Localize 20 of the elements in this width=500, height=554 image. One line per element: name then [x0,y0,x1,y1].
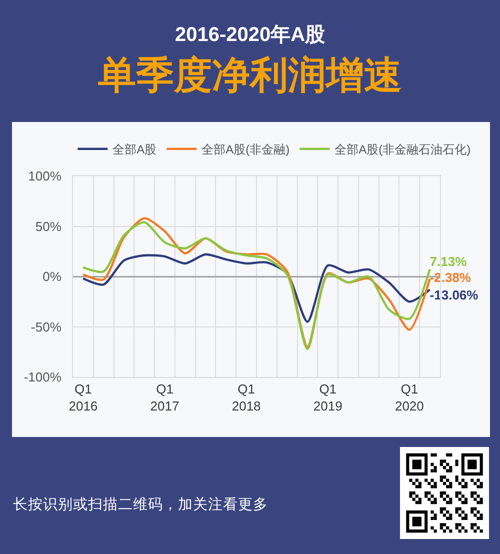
legend-label: 全部A股 [112,142,157,157]
data-label: -13.06% [430,287,479,302]
y-tick-label: 100% [28,168,62,184]
data-label: -2.38% [430,270,472,286]
x-tick-label: Q1 2020 [394,382,424,414]
data-label: 7.13% [430,254,468,270]
x-tick-label: Q1 2017 [150,382,180,414]
x-tick-label: Q1 2019 [313,382,342,414]
chart-subtitle: 单季度净利润增速 [97,54,403,98]
x-tick-label: Q1 2018 [232,382,261,414]
text: 长按识别或扫描二维码，加关注看更多 [13,496,268,515]
y-tick-label: -50% [31,319,62,334]
y-tick-label: 0% [42,269,62,284]
line-series [82,253,431,323]
legend-label: 全部A股(非金融石油石化) [334,142,471,157]
chart-title: 2016-2020年A股 [174,23,326,48]
y-tick-label: -100% [24,370,62,385]
legend-label: 全部A股(非金融) [202,142,290,157]
x-tick-label: Q1 2016 [68,382,98,414]
y-tick-label: 50% [35,218,62,234]
